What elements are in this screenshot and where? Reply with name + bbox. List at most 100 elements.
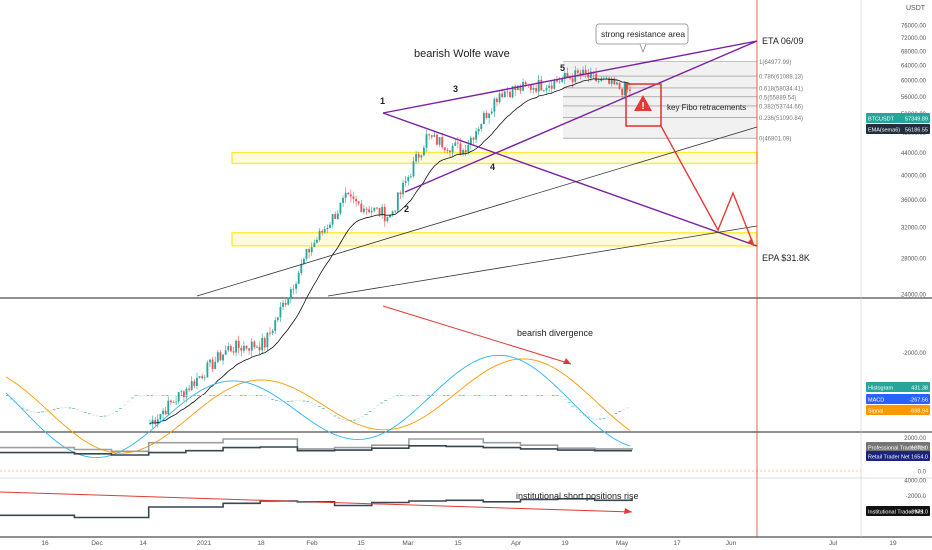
histogram-bar [251, 395, 255, 396]
candle-body [629, 89, 631, 91]
macd-tick-label: 4000.00 [904, 479, 926, 485]
histogram-bar [392, 396, 395, 398]
candle-body [459, 143, 462, 155]
candle-body [595, 73, 597, 82]
candle-body [156, 419, 159, 424]
time-tick-label: 2021 [197, 540, 212, 547]
histogram-bar [6, 395, 9, 396]
macd-panel: 4000.00 2000.00 -2000.00 [5, 305, 927, 485]
time-tick-label: Mar [402, 540, 414, 547]
time-tick-label: Jun [726, 540, 737, 547]
histogram-bar [591, 418, 594, 419]
wolfe-point-label: 5 [560, 63, 565, 73]
histogram-bar [403, 395, 407, 396]
candle-body [256, 346, 258, 348]
divergence-label: bearish divergence [517, 328, 593, 338]
histogram-bar [423, 395, 427, 396]
histogram-bar [536, 395, 540, 396]
candle-body [589, 71, 592, 78]
histogram-bar [232, 395, 235, 396]
candle-body [618, 82, 621, 89]
trader-tick-label: -2000.0 [906, 494, 927, 500]
candle-body [243, 345, 245, 351]
price-tick-label: 44000.00 [901, 151, 927, 157]
histogram-bar [360, 416, 364, 418]
histogram-bar [41, 411, 44, 413]
candle-body [475, 131, 477, 140]
candle-body [477, 128, 480, 132]
candle-body [316, 239, 318, 243]
histogram-bar [493, 395, 497, 396]
histogram-bar [353, 419, 356, 421]
histogram-bar [271, 399, 274, 400]
fib-level-label: 0.5(55889.54) [759, 95, 796, 101]
time-tick-label: Feb [306, 540, 318, 547]
histogram-bar [204, 395, 208, 396]
histogram-bar [477, 395, 481, 396]
histogram-bar [169, 395, 173, 396]
price-tick-label: 56000.00 [901, 95, 927, 101]
candle-body [529, 85, 532, 90]
candle-body [224, 350, 227, 355]
price-tick-label: 60000.00 [901, 79, 927, 85]
histogram-bar [442, 395, 446, 396]
candle-body [258, 346, 261, 351]
histogram-bar [99, 415, 103, 417]
candle-body [516, 85, 519, 91]
currency-label: USDT [906, 5, 926, 12]
candle-body [313, 242, 316, 248]
candle-body [423, 147, 425, 156]
candle-body [610, 78, 613, 84]
histogram-bar [76, 409, 79, 410]
candle-body [318, 230, 321, 240]
candle-body [196, 377, 198, 386]
candle-body [378, 207, 381, 216]
candle-body [407, 177, 410, 182]
candle-body [488, 113, 491, 118]
fib-level-label: 0.236(51090.84) [759, 116, 803, 122]
retail-badge-value: 1654.0 [911, 455, 928, 461]
candle-body [451, 145, 454, 153]
histogram-bar [333, 415, 337, 417]
candle-body [151, 419, 154, 424]
histogram-bar [435, 395, 438, 396]
histogram-bar [130, 397, 134, 399]
histogram-bar [9, 398, 13, 400]
candle-body [203, 377, 206, 379]
histogram-bar [123, 404, 126, 406]
histogram-bar [208, 395, 212, 396]
histogram-bar [314, 404, 317, 405]
candle-body [162, 410, 164, 415]
histogram-bar [56, 408, 60, 409]
candle-body [365, 208, 368, 210]
histogram-bar [552, 395, 555, 396]
histogram-bar [286, 401, 290, 402]
trader-tick-label: 0.0 [918, 470, 927, 476]
candle-body [412, 161, 415, 177]
candle-body [292, 288, 295, 290]
histogram-bar [626, 407, 629, 409]
time-axis[interactable]: 16 Dec 14 2021 18 Feb 15 Mar 15 Apr 19 May 17 Jun Jul 1… [41, 540, 897, 547]
candle-body [537, 79, 540, 92]
histogram-bar [154, 395, 157, 396]
candle-body [248, 348, 251, 351]
candle-body [498, 93, 501, 103]
candle-body [352, 196, 355, 199]
candle-body [483, 112, 485, 124]
histogram-bar [485, 395, 489, 396]
candle-body [597, 80, 600, 82]
candle-body [404, 181, 407, 183]
histogram-bar [103, 415, 107, 417]
histogram-bar [341, 419, 345, 420]
histogram-bar [380, 402, 384, 404]
candle-body [543, 90, 545, 92]
candle-body [436, 134, 438, 145]
drawings-group: ! [196, 40, 758, 297]
time-tick-label: 16 [41, 540, 49, 547]
histogram-bar [212, 395, 216, 396]
histogram-bar [329, 413, 333, 414]
time-tick-label: 18 [257, 540, 265, 547]
candle-body [394, 210, 397, 212]
callout-box[interactable]: strong resistance area [595, 23, 689, 54]
